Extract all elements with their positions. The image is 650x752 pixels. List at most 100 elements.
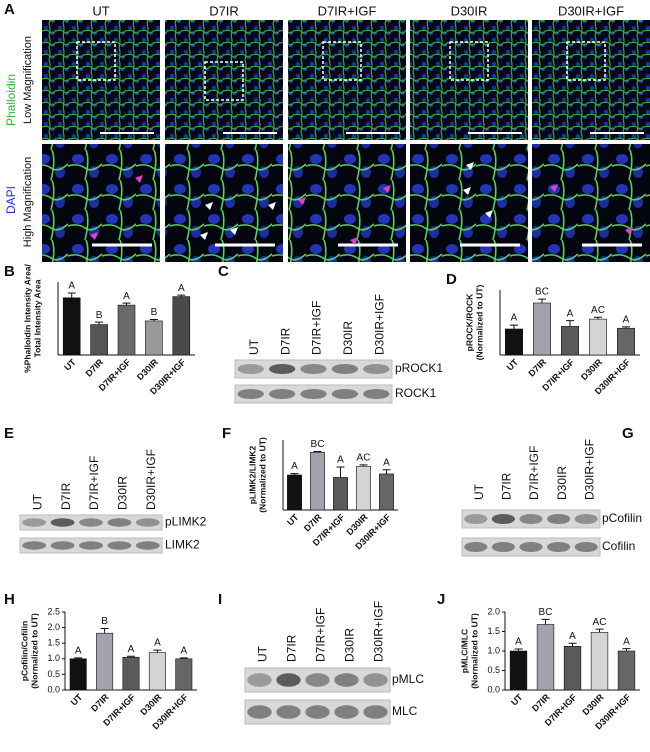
blot-band <box>22 541 47 550</box>
blot-band <box>547 513 571 525</box>
lane-label: D7IR+IGF <box>314 608 328 662</box>
error-bar <box>67 292 76 298</box>
blot-band <box>107 518 132 527</box>
blot-band <box>50 518 75 527</box>
error-bar <box>566 320 574 327</box>
panel-label: E <box>4 425 14 442</box>
significance-letter: A <box>68 281 75 292</box>
significance-letter: A <box>515 637 522 648</box>
lane-label: D7IR <box>500 472 514 500</box>
blot-band <box>305 705 330 719</box>
arrowhead <box>485 210 493 218</box>
significance-letter: A <box>337 455 344 466</box>
bar <box>122 656 140 691</box>
error-bar <box>622 326 630 329</box>
blot-band <box>491 513 515 525</box>
lane-label: UT <box>247 338 261 355</box>
lane-label: D7IR+IGF <box>527 446 541 500</box>
band-label: pROCK1 <box>395 361 443 375</box>
blot-band <box>363 363 390 375</box>
arrowhead <box>90 232 98 240</box>
x-tick-label: D30IR <box>138 692 163 717</box>
panel-label: F <box>222 425 231 442</box>
blot-band <box>331 388 359 400</box>
lane-label: UT <box>256 645 270 662</box>
significance-letter: A <box>569 631 576 642</box>
lane-label: D30IR <box>343 628 357 662</box>
significance-letter: A <box>623 636 630 647</box>
y-tick-label: 0.5 <box>47 669 60 679</box>
y-tick-label: 2.0 <box>487 606 500 616</box>
error-bar <box>153 649 162 653</box>
significance-letter: A <box>291 461 298 472</box>
band-label: Cofilin <box>602 539 635 553</box>
blot-strip <box>19 514 163 531</box>
bar <box>145 320 163 356</box>
stain-label: Phalloidin <box>4 74 18 126</box>
blot-band <box>334 705 359 719</box>
blot-band <box>491 541 515 553</box>
column-header: D30IR <box>451 3 488 18</box>
error-bar <box>122 302 131 306</box>
blot-band <box>334 673 359 687</box>
y-tick-label: 0.0 <box>487 684 500 694</box>
blot-band <box>574 513 598 525</box>
band-label: pMLC <box>392 672 424 686</box>
high-mag-image <box>288 144 406 262</box>
y-axis-label: pCofilin/Cofilin <box>19 621 29 681</box>
error-bar <box>95 321 104 325</box>
bar <box>379 473 394 511</box>
blot-band <box>363 388 390 400</box>
arrowhead <box>200 232 208 240</box>
lane-label: D7IR <box>59 482 73 510</box>
y-axis-label: Total Intensity Area <box>32 279 42 357</box>
x-tick-label: D30IR <box>579 357 604 382</box>
blot-band <box>331 363 359 375</box>
panel-label: H <box>4 591 15 608</box>
y-tick-label: 2.5 <box>47 606 60 616</box>
blot-band <box>268 388 296 400</box>
band-label: ROCK1 <box>395 386 437 400</box>
blot-band <box>300 363 327 375</box>
x-tick-label: UT <box>62 357 78 373</box>
panel-label: B <box>4 263 15 280</box>
blot-strip <box>244 667 391 693</box>
blot-band <box>107 541 132 550</box>
blot-band <box>50 541 75 550</box>
high-mag-image <box>165 144 283 262</box>
y-axis-label: (Normalized to UT) <box>469 613 479 689</box>
blot-band <box>135 518 160 527</box>
column-header: D30IR+IGF <box>558 3 624 18</box>
panel-label: J <box>437 591 445 608</box>
error-bar <box>622 648 631 651</box>
bar <box>590 631 609 691</box>
high-mag-image <box>42 144 160 262</box>
blot-band <box>79 541 103 550</box>
row-label: High Magnification <box>22 157 34 248</box>
band-label: pLIMK2 <box>165 515 207 529</box>
blot-band <box>276 673 301 687</box>
arrowhead <box>205 202 213 210</box>
x-tick-label: UT <box>285 512 301 528</box>
panel-label: C <box>218 263 229 280</box>
lane-label: D7IR <box>285 634 299 662</box>
y-axis-label: pMLC/MLC <box>459 629 469 673</box>
x-tick-label: D7IR <box>530 692 552 714</box>
y-axis-label: pROCK/ROCK <box>464 293 474 351</box>
lane-label: D7IR+IGF <box>87 456 101 510</box>
x-tick-label: D30IR <box>580 692 605 717</box>
blot-band <box>519 541 543 553</box>
significance-letter: A <box>383 457 390 468</box>
blot-band <box>79 518 103 527</box>
blot-band <box>237 363 264 375</box>
bar <box>175 658 193 691</box>
blot-band <box>547 541 571 553</box>
arrowhead <box>463 187 471 195</box>
error-bar <box>568 642 577 647</box>
x-tick-label: D7IR <box>89 692 111 714</box>
stain-label: DAPI <box>4 186 18 214</box>
bar <box>589 318 607 356</box>
bar <box>148 652 166 691</box>
arrowhead <box>550 184 558 192</box>
